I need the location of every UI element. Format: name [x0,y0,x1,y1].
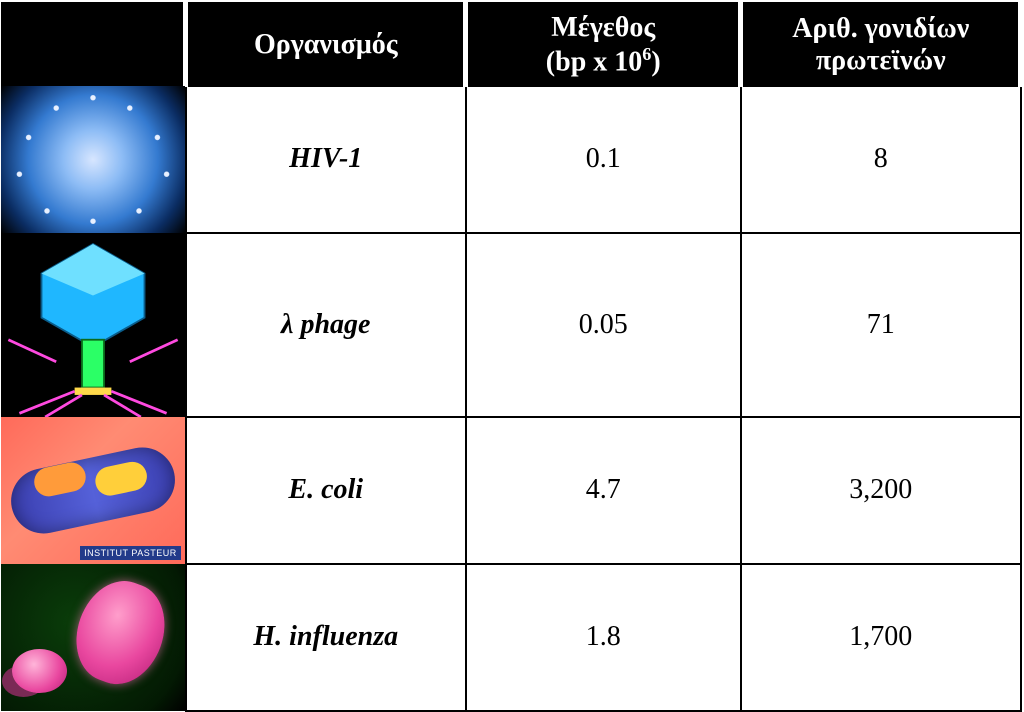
table-row: HIV-10.18 [1,86,1021,233]
genome-table: Οργανισμός Μέγεθος(bp x 106) Αριθ. γονιδ… [1,2,1024,712]
table-row: λ phage0.0571 [1,233,1021,417]
cell-genes: 71 [741,233,1021,417]
cell-image [1,86,186,233]
cell-genes: 3,200 [741,417,1021,564]
table-body: HIV-10.18λ phage0.0571INSTITUT PASTEURE.… [1,86,1021,711]
cell-size: 0.05 [466,233,741,417]
organism-image-hinfluenzae [1,564,185,711]
cell-organism: H. influenza [186,564,466,711]
organism-image-ecoli: INSTITUT PASTEUR [1,417,185,564]
table-header: Οργανισμός Μέγεθος(bp x 106) Αριθ. γονιδ… [1,3,1021,86]
image-credit-badge: INSTITUT PASTEUR [80,546,181,560]
cell-size: 4.7 [466,417,741,564]
organism-image-hiv [1,86,185,233]
cell-organism: HIV-1 [186,86,466,233]
header-image-col [1,3,186,86]
header-genes: Αριθ. γονιδίωνπρωτεϊνών [741,3,1021,86]
table-row: H. influenza1.81,700 [1,564,1021,711]
cell-genes: 8 [741,86,1021,233]
organism-image-phage [1,233,185,417]
header-organism: Οργανισμός [186,3,466,86]
cell-size: 0.1 [466,86,741,233]
cell-image: INSTITUT PASTEUR [1,417,186,564]
cell-size: 1.8 [466,564,741,711]
table-row: INSTITUT PASTEUR E. coli4.73,200 [1,417,1021,564]
cell-organism: E. coli [186,417,466,564]
cell-organism: λ phage [186,233,466,417]
cell-image [1,564,186,711]
header-size: Μέγεθος(bp x 106) [466,3,741,86]
cell-genes: 1,700 [741,564,1021,711]
page: Οργανισμός Μέγεθος(bp x 106) Αριθ. γονιδ… [0,0,1024,667]
cell-image [1,233,186,417]
